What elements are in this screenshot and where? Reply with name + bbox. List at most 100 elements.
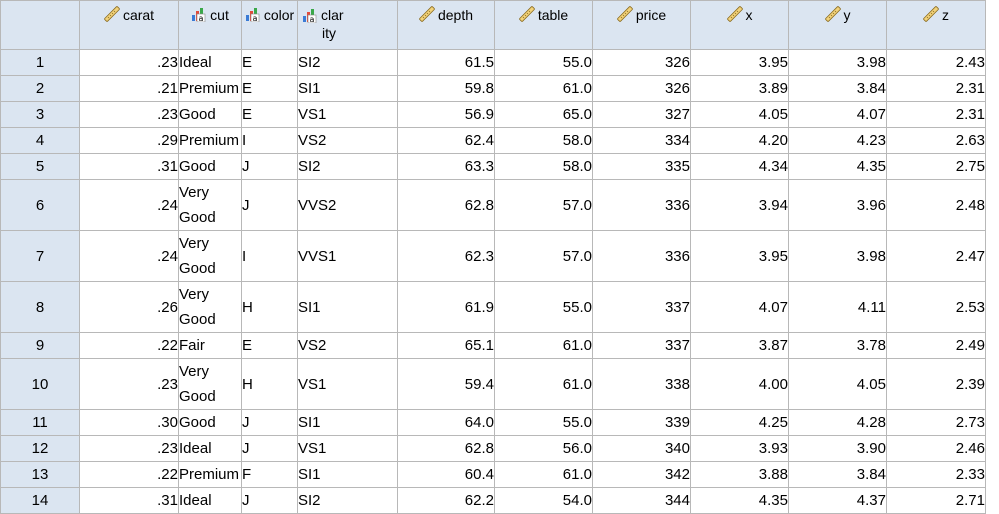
cell-z[interactable]: 2.73 — [886, 409, 986, 436]
cell-y[interactable]: 4.35 — [788, 153, 887, 180]
cell-price[interactable]: 334 — [592, 127, 691, 154]
cell-x[interactable]: 4.07 — [690, 281, 789, 333]
cell-clarity[interactable]: VS2 — [297, 127, 398, 154]
cell-color[interactable]: J — [241, 435, 298, 462]
cell-x[interactable]: 4.25 — [690, 409, 789, 436]
cell-y[interactable]: 3.78 — [788, 332, 887, 359]
cell-carat[interactable]: .31 — [79, 153, 179, 180]
cell-z[interactable]: 2.31 — [886, 75, 986, 102]
column-header-clarity[interactable]: a clar ity — [297, 0, 398, 50]
cell-depth[interactable]: 62.2 — [397, 487, 495, 514]
cell-price[interactable]: 338 — [592, 358, 691, 410]
cell-clarity[interactable]: VS1 — [297, 435, 398, 462]
cell-table[interactable]: 55.0 — [494, 409, 593, 436]
cell-table[interactable]: 58.0 — [494, 127, 593, 154]
cell-carat[interactable]: .23 — [79, 435, 179, 462]
cell-depth[interactable]: 62.3 — [397, 230, 495, 282]
cell-clarity[interactable]: SI1 — [297, 461, 398, 488]
cell-y[interactable]: 3.96 — [788, 179, 887, 231]
cell-x[interactable]: 3.95 — [690, 49, 789, 76]
cell-x[interactable]: 4.35 — [690, 487, 789, 514]
cell-cut[interactable]: Premium — [178, 75, 242, 102]
cell-table[interactable]: 57.0 — [494, 230, 593, 282]
cell-color[interactable]: J — [241, 409, 298, 436]
cell-table[interactable]: 61.0 — [494, 75, 593, 102]
column-header-z[interactable]: z — [886, 0, 986, 50]
cell-carat[interactable]: .31 — [79, 487, 179, 514]
cell-clarity[interactable]: SI1 — [297, 75, 398, 102]
row-number-header[interactable]: 4 — [0, 127, 80, 154]
corner-cell[interactable] — [0, 0, 80, 50]
cell-table[interactable]: 55.0 — [494, 281, 593, 333]
cell-z[interactable]: 2.75 — [886, 153, 986, 180]
cell-table[interactable]: 61.0 — [494, 358, 593, 410]
cell-clarity[interactable]: VS2 — [297, 332, 398, 359]
cell-z[interactable]: 2.47 — [886, 230, 986, 282]
cell-color[interactable]: H — [241, 281, 298, 333]
cell-cut[interactable]: Fair — [178, 332, 242, 359]
cell-carat[interactable]: .22 — [79, 332, 179, 359]
cell-z[interactable]: 2.53 — [886, 281, 986, 333]
column-header-carat[interactable]: carat — [79, 0, 179, 50]
cell-x[interactable]: 3.95 — [690, 230, 789, 282]
cell-clarity[interactable]: SI2 — [297, 487, 398, 514]
cell-color[interactable]: J — [241, 153, 298, 180]
cell-depth[interactable]: 63.3 — [397, 153, 495, 180]
cell-z[interactable]: 2.33 — [886, 461, 986, 488]
cell-table[interactable]: 58.0 — [494, 153, 593, 180]
cell-color[interactable]: E — [241, 49, 298, 76]
cell-cut[interactable]: Very Good — [178, 230, 242, 282]
cell-carat[interactable]: .22 — [79, 461, 179, 488]
cell-color[interactable]: E — [241, 75, 298, 102]
cell-clarity[interactable]: SI1 — [297, 409, 398, 436]
cell-x[interactable]: 4.05 — [690, 101, 789, 128]
cell-color[interactable]: E — [241, 332, 298, 359]
row-number-header[interactable]: 6 — [0, 179, 80, 231]
column-header-cut[interactable]: a cut — [178, 0, 242, 50]
row-number-header[interactable]: 3 — [0, 101, 80, 128]
cell-clarity[interactable]: VS1 — [297, 358, 398, 410]
row-number-header[interactable]: 10 — [0, 358, 80, 410]
cell-depth[interactable]: 61.5 — [397, 49, 495, 76]
cell-x[interactable]: 3.87 — [690, 332, 789, 359]
cell-carat[interactable]: .24 — [79, 230, 179, 282]
row-number-header[interactable]: 8 — [0, 281, 80, 333]
cell-x[interactable]: 4.00 — [690, 358, 789, 410]
cell-z[interactable]: 2.71 — [886, 487, 986, 514]
cell-z[interactable]: 2.49 — [886, 332, 986, 359]
cell-z[interactable]: 2.63 — [886, 127, 986, 154]
cell-carat[interactable]: .30 — [79, 409, 179, 436]
row-number-header[interactable]: 1 — [0, 49, 80, 76]
cell-carat[interactable]: .23 — [79, 358, 179, 410]
cell-y[interactable]: 3.98 — [788, 230, 887, 282]
cell-price[interactable]: 326 — [592, 75, 691, 102]
row-number-header[interactable]: 7 — [0, 230, 80, 282]
cell-color[interactable]: I — [241, 127, 298, 154]
cell-carat[interactable]: .29 — [79, 127, 179, 154]
cell-price[interactable]: 344 — [592, 487, 691, 514]
cell-y[interactable]: 4.11 — [788, 281, 887, 333]
cell-y[interactable]: 3.90 — [788, 435, 887, 462]
cell-price[interactable]: 339 — [592, 409, 691, 436]
cell-carat[interactable]: .24 — [79, 179, 179, 231]
cell-table[interactable]: 61.0 — [494, 461, 593, 488]
column-header-color[interactable]: a color — [241, 0, 298, 50]
cell-depth[interactable]: 65.1 — [397, 332, 495, 359]
cell-table[interactable]: 54.0 — [494, 487, 593, 514]
cell-price[interactable]: 327 — [592, 101, 691, 128]
cell-cut[interactable]: Good — [178, 153, 242, 180]
cell-y[interactable]: 4.05 — [788, 358, 887, 410]
cell-y[interactable]: 4.07 — [788, 101, 887, 128]
cell-z[interactable]: 2.48 — [886, 179, 986, 231]
cell-clarity[interactable]: SI2 — [297, 153, 398, 180]
cell-depth[interactable]: 59.8 — [397, 75, 495, 102]
cell-z[interactable]: 2.31 — [886, 101, 986, 128]
cell-price[interactable]: 326 — [592, 49, 691, 76]
cell-price[interactable]: 335 — [592, 153, 691, 180]
row-number-header[interactable]: 12 — [0, 435, 80, 462]
cell-cut[interactable]: Very Good — [178, 358, 242, 410]
column-header-y[interactable]: y — [788, 0, 887, 50]
cell-cut[interactable]: Ideal — [178, 49, 242, 76]
cell-z[interactable]: 2.46 — [886, 435, 986, 462]
row-number-header[interactable]: 5 — [0, 153, 80, 180]
